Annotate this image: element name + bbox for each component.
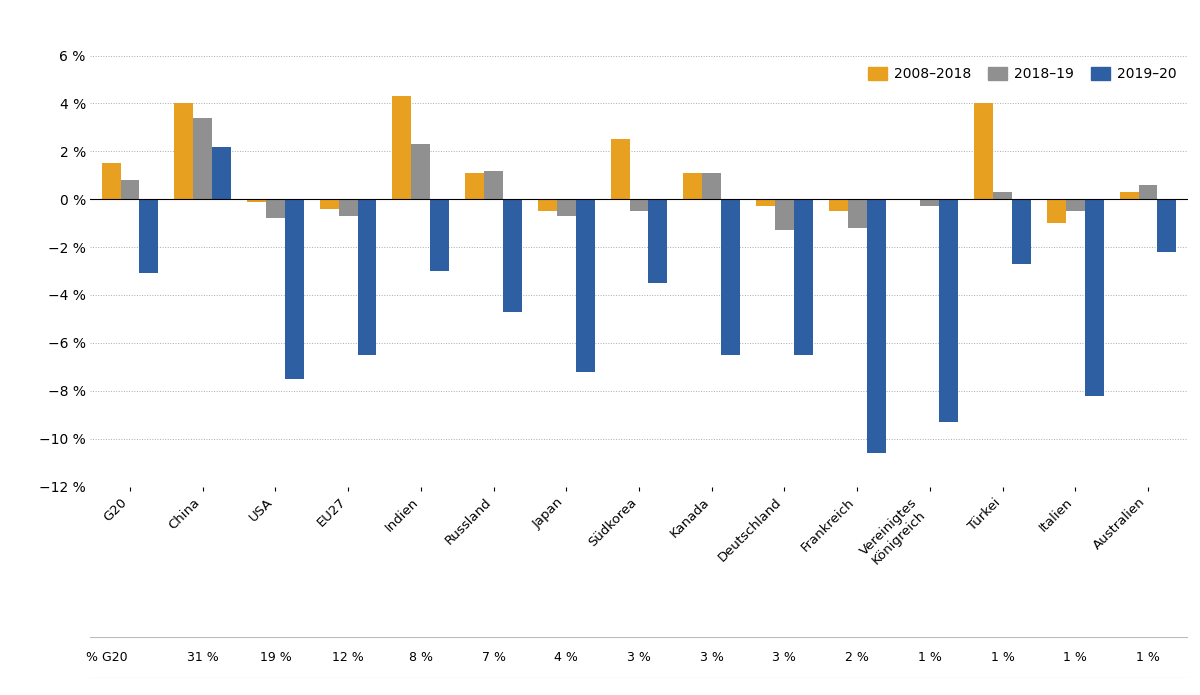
Bar: [174, 104, 193, 199]
Bar: [630, 199, 648, 211]
Bar: [503, 199, 522, 312]
Text: 19 %: 19 %: [259, 651, 292, 664]
Bar: [466, 173, 484, 199]
Bar: [431, 199, 449, 271]
Bar: [576, 199, 595, 372]
Text: 8 %: 8 %: [409, 651, 433, 664]
Bar: [212, 147, 232, 199]
Bar: [1046, 199, 1066, 223]
Bar: [794, 199, 812, 355]
Bar: [974, 104, 994, 199]
Bar: [829, 199, 847, 211]
Bar: [994, 192, 1012, 199]
Bar: [1085, 199, 1104, 395]
Bar: [1120, 192, 1139, 199]
Bar: [266, 199, 284, 218]
Bar: [648, 199, 667, 283]
Text: 1 %: 1 %: [1063, 651, 1087, 664]
Text: 1 %: 1 %: [1136, 651, 1160, 664]
Bar: [139, 199, 158, 273]
Bar: [358, 199, 377, 355]
Bar: [319, 199, 338, 208]
Bar: [193, 118, 212, 199]
Text: % G20: % G20: [86, 651, 128, 664]
Bar: [102, 163, 120, 199]
Text: 7 %: 7 %: [481, 651, 505, 664]
Text: 3 %: 3 %: [773, 651, 797, 664]
Bar: [940, 199, 959, 422]
Text: 1 %: 1 %: [991, 651, 1014, 664]
Bar: [1012, 199, 1031, 264]
Bar: [920, 199, 940, 206]
Bar: [611, 140, 630, 199]
Bar: [1139, 185, 1158, 199]
Bar: [721, 199, 740, 355]
Bar: [412, 144, 431, 199]
Bar: [338, 199, 358, 216]
Bar: [284, 199, 304, 379]
Bar: [683, 173, 702, 199]
Bar: [756, 199, 775, 206]
Text: 3 %: 3 %: [628, 651, 650, 664]
Bar: [866, 199, 886, 453]
Bar: [538, 199, 557, 211]
Text: 2 %: 2 %: [845, 651, 869, 664]
Text: 1 %: 1 %: [918, 651, 942, 664]
Bar: [392, 97, 412, 199]
Bar: [120, 180, 139, 199]
Text: 12 %: 12 %: [332, 651, 364, 664]
Bar: [702, 173, 721, 199]
Bar: [247, 199, 266, 202]
Text: 3 %: 3 %: [700, 651, 724, 664]
Legend: 2008–2018, 2018–19, 2019–20: 2008–2018, 2018–19, 2019–20: [864, 63, 1181, 85]
Text: 4 %: 4 %: [554, 651, 578, 664]
Text: 31 %: 31 %: [187, 651, 218, 664]
Bar: [484, 170, 503, 199]
Bar: [557, 199, 576, 216]
Bar: [1158, 199, 1176, 252]
Bar: [847, 199, 866, 228]
Bar: [775, 199, 794, 230]
Bar: [1066, 199, 1085, 211]
